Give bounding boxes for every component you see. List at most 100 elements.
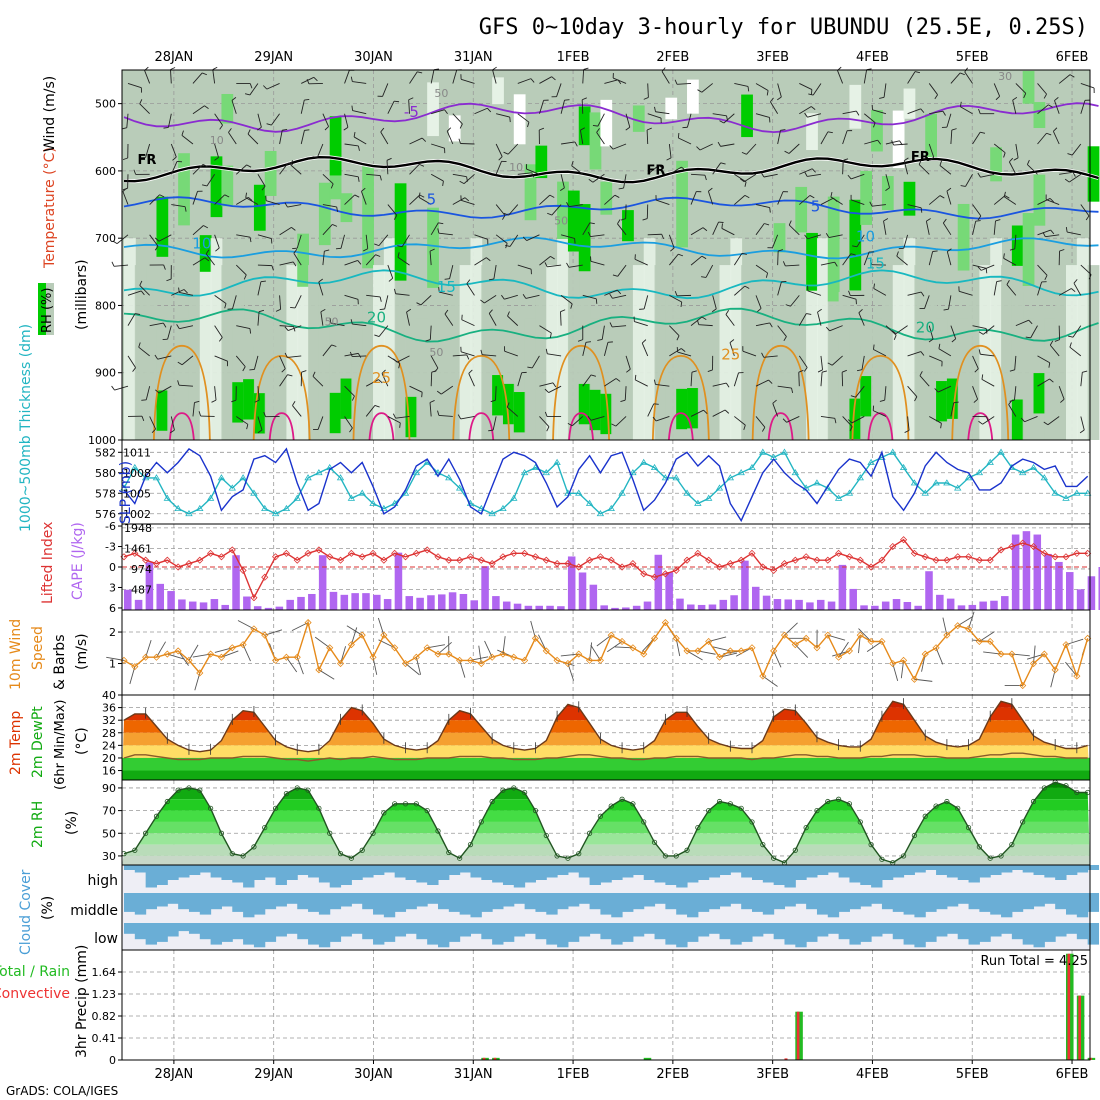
wind-barb: [856, 234, 865, 248]
slp-series: [123, 447, 1089, 523]
wind-barb: [820, 372, 823, 387]
wind-barb-flag: [678, 253, 684, 257]
wind-barb-flag: [261, 185, 266, 191]
cloud-low-bar: [470, 923, 482, 934]
wind-barb: [571, 165, 584, 175]
wind-barb-flag: [1008, 400, 1013, 405]
cape-bar: [806, 602, 814, 610]
cloud-low-bar: [914, 923, 926, 948]
wind-barb: [863, 69, 868, 84]
wind-barb-flag: [852, 245, 858, 248]
cloud-high-bar: [1022, 865, 1035, 873]
wind10m-barb: [762, 675, 778, 687]
thickness-series-point: [510, 494, 518, 501]
cloud-high-bar: [178, 865, 190, 878]
cloud-high-bar: [243, 865, 255, 888]
wind-barb: [1037, 264, 1048, 276]
cloud-middle-bar: [990, 893, 1002, 915]
cloud-low-bar: [264, 923, 277, 942]
wind-barb-flag: [287, 162, 293, 165]
cloud-low-bar: [1055, 923, 1067, 937]
wind-barb: [885, 325, 897, 336]
wind-barb: [701, 83, 713, 93]
wind-barb-flag: [587, 231, 591, 237]
wind-barb-flag: [349, 351, 353, 357]
wind-barb-flag: [140, 290, 145, 296]
cape-bar: [199, 602, 208, 610]
rh-plume: [557, 238, 569, 440]
rh-low-patch: [578, 383, 591, 425]
rh-low-patch: [860, 376, 873, 417]
cloud-high-bar: [221, 865, 233, 880]
wind-barb-flag: [166, 278, 172, 282]
wind-barb: [214, 386, 217, 401]
lifted-index-series-point: [315, 546, 323, 554]
wind-barb-flag: [975, 220, 981, 222]
wind10m-series-point: [207, 650, 215, 658]
thickness-series-point: [834, 494, 843, 501]
wind-barb-flag: [169, 429, 175, 434]
temp-contour-30: [468, 412, 495, 441]
wind-barb: [192, 72, 203, 84]
thickness-series-point: [336, 474, 345, 481]
cloud-high-bar: [632, 865, 645, 875]
thickness-tick-label: 582: [95, 446, 116, 459]
wind-barb-flag: [626, 368, 631, 373]
wind-barb-flag: [501, 294, 505, 300]
wind-barb-flag: [744, 285, 750, 289]
wind-barb: [181, 355, 194, 366]
cloud-low-bar: [329, 923, 342, 942]
wind-barb-flag: [202, 164, 208, 167]
cloud-middle-bar: [1011, 893, 1024, 912]
wind-barb-flag: [791, 387, 794, 394]
contour-label: 50: [325, 316, 339, 329]
wind-barb-flag: [446, 127, 452, 132]
rh2m-series-point: [283, 790, 290, 797]
wind-barb-flag: [550, 256, 555, 260]
wind-barb-flag: [980, 131, 986, 134]
rh2m-series-point: [272, 805, 279, 811]
wind-barb: [145, 386, 151, 400]
ylabel-wind: Wind (m/s): [42, 76, 58, 152]
wind-barb: [690, 191, 697, 205]
wind-barb-flag: [324, 249, 330, 252]
rh-moist-patch: [578, 204, 591, 272]
wind-barb-flag: [284, 352, 288, 358]
wind10m-barb: [237, 620, 255, 630]
wind-barb: [247, 133, 259, 145]
rh-upper-patch: [589, 112, 602, 170]
lifted-index-series-point: [380, 556, 388, 564]
wind-barb: [170, 416, 175, 431]
wind10m-series-point: [975, 637, 983, 646]
cape-bar: [1001, 596, 1009, 610]
wind-barb-flag: [642, 218, 648, 221]
contour-label: 25: [372, 369, 391, 387]
wind10m-series-point: [553, 656, 561, 664]
wind-barb: [698, 324, 713, 327]
cloud-middle-bar: [481, 893, 493, 912]
wind-barb-flag: [873, 122, 876, 128]
rh2m-series-point: [1009, 841, 1015, 848]
cape-bar: [232, 555, 240, 610]
rh2m-series-point: [435, 828, 441, 834]
wind-barb: [938, 348, 952, 357]
ylabel-wind10m-b: Speed: [30, 626, 46, 670]
wind-barb-flag: [891, 330, 897, 334]
lifted-index-series-point: [239, 566, 247, 574]
wind-barb-flag: [224, 303, 227, 309]
wind-barb: [946, 190, 952, 205]
wind-barb: [1015, 319, 1029, 327]
wind10m-series-point: [542, 647, 550, 655]
wind-barb: [526, 234, 540, 241]
thickness-series-point: [250, 489, 258, 496]
wind-barb: [279, 226, 292, 236]
wind-barb-flag: [809, 195, 815, 199]
rh-plume: [903, 238, 916, 440]
cloud-high-bar: [210, 865, 222, 878]
rh-plume: [362, 292, 374, 440]
wind10m-barb: [145, 639, 152, 658]
cloud-high-bar: [816, 865, 829, 875]
wind-barb-flag: [978, 331, 984, 335]
wind10m-series-point: [531, 634, 540, 642]
wind10m-barb: [596, 634, 612, 647]
